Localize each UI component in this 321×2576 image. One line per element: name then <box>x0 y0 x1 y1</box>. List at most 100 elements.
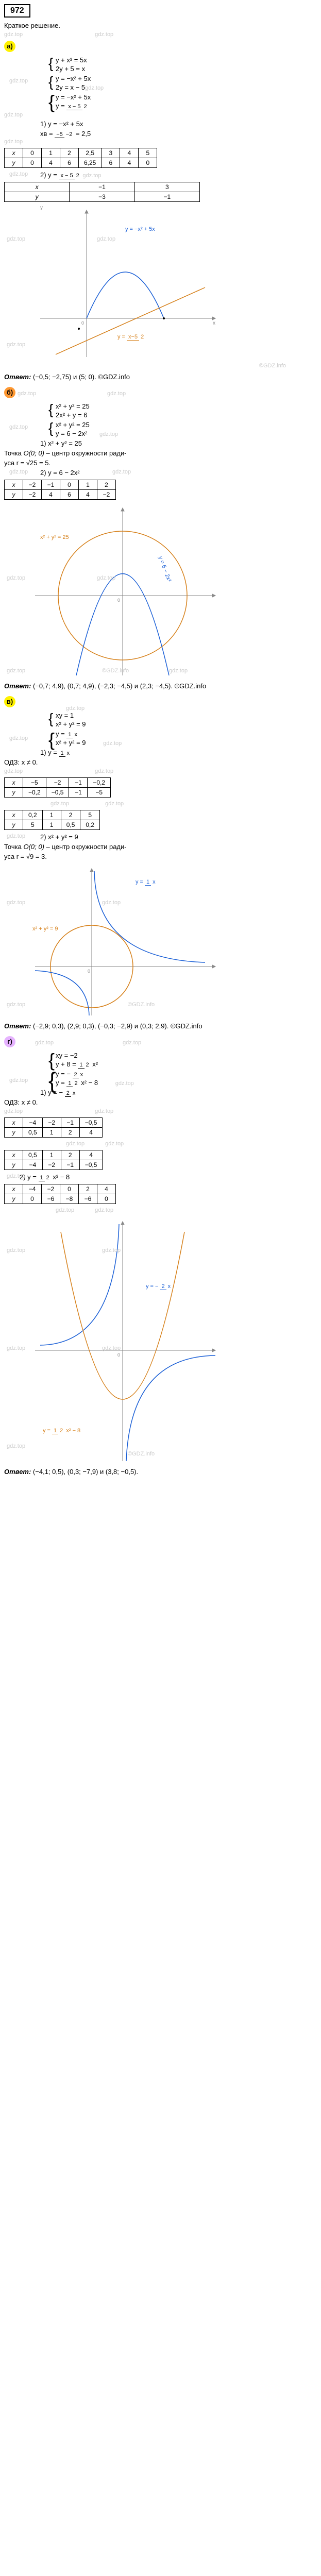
formula-line: x² + y² = 25 <box>56 421 317 429</box>
problem-number: 972 <box>4 4 30 18</box>
formula-line: y + x² = 5x <box>56 56 317 64</box>
watermark: gdz.top <box>7 236 25 242</box>
radius-text-b: уса r = √25 = 5. <box>4 459 317 467</box>
formula-line: xy = −2 <box>56 1052 317 1059</box>
formula-line: y + 8 = 12 x² <box>56 1060 317 1068</box>
watermark: gdz.top <box>9 1077 28 1083</box>
watermark: gdz.top <box>9 469 28 475</box>
svg-text:x² + y² = 25: x² + y² = 25 <box>40 534 69 540</box>
graph-a: y = −x² + 5x y x 0 gdz.top gdz.top y = x… <box>25 205 221 360</box>
table-g1: x−4−2−1−0,5 y0,5124 <box>4 1117 103 1138</box>
watermark: gdz.top <box>56 1207 74 1213</box>
formula-line: 2y + 5 = x <box>56 65 317 73</box>
formula-line: 2y = x − 5gdz.top <box>56 83 317 91</box>
watermark: ©GDZ.info <box>128 1451 155 1457</box>
system-b2: gdz.top { x² + y² = 25 y = 6 − 2x² gdz.t… <box>56 421 317 437</box>
odz-v: ОДЗ: x ≠ 0. <box>4 758 317 766</box>
part-a-marker: а) <box>4 41 15 52</box>
table-b: x−2−1012 y−2464−2 <box>4 480 116 500</box>
svg-text:0: 0 <box>117 1352 120 1358</box>
table-v2: x0,2125 y510,50,2 <box>4 810 100 830</box>
watermark: gdz.top <box>9 735 28 741</box>
watermark: gdz.top <box>82 173 101 179</box>
watermark: gdz.top <box>99 431 118 437</box>
answer-b: Ответ: (−0,7; 4,9), (0,7; 4,9), (−2,3; −… <box>4 682 317 690</box>
watermark: gdz.top <box>169 668 188 674</box>
watermark: gdz.top <box>7 342 25 348</box>
watermark: gdz.top <box>35 1037 54 1048</box>
watermark: gdz.top <box>9 424 28 430</box>
watermark: gdz.top <box>9 171 28 177</box>
formula-line: y = x − 52 <box>56 102 317 110</box>
system-v2: gdz.top { y = 1x x² + y² = 9 gdz.top <box>56 730 317 747</box>
item-a2: gdz.top 2) y = x − 52 gdz.top <box>40 171 317 179</box>
answer-a: Ответ: (−0,5; −2,75) и (5; 0). ©GDZ.info <box>4 373 317 381</box>
item-g2: gdz.top 2) y = 12 x² − 8 <box>20 1173 317 1181</box>
subtitle: Краткое решение. <box>4 22 317 29</box>
formula-line: y = −x² + 5x <box>56 75 317 82</box>
system-g2: gdz.top { y = − 2x y = 12 x² − 8 gdz.top <box>56 1070 317 1087</box>
watermark: gdz.top <box>102 1345 121 1351</box>
system-v1: gdz.top { xy = 1 x² + y² = 9 <box>56 711 317 728</box>
watermark: gdz.top <box>95 768 113 774</box>
watermark: gdz.top <box>7 1443 25 1449</box>
watermark: gdz.top <box>97 236 115 242</box>
graph-g: 0 y = − 2x y = 12 x² − 8 gdz.top gdz.top… <box>25 1216 221 1464</box>
item-a1: 1) y = −x² + 5x <box>40 120 317 128</box>
center-text-v: Точка O(0; 0) – центр окружности ради- <box>4 843 317 851</box>
svg-text:0: 0 <box>117 598 120 603</box>
watermark: gdz.top <box>7 900 25 906</box>
svg-text:x² + y² = 9: x² + y² = 9 <box>32 926 58 932</box>
formula-line: y = 6 − 2x² gdz.top <box>56 430 317 437</box>
watermark: gdz.top <box>112 469 131 475</box>
formula-line: y = − 2x <box>56 1070 317 1078</box>
watermark: gdz.top <box>7 668 25 674</box>
item-v2: gdz.top 2) x² + y² = 9 <box>40 833 317 841</box>
watermark: ©GDZ.info <box>102 668 129 674</box>
item-v1: 1) y = 1x <box>40 749 317 756</box>
watermark: gdz.top <box>102 1247 121 1253</box>
part-v-marker: в) <box>4 696 15 707</box>
graph-v: x² + y² = 9 0 y = 1x gdz.top gdz.top gdz… <box>25 863 221 1018</box>
vertex-a: xв = −5−2 = 2,5 <box>40 130 317 138</box>
svg-text:y: y <box>40 205 43 211</box>
center-text-b: Точка O(0; 0) – центр окружности ради- <box>4 449 317 457</box>
part-g-marker: г) gdz.top gdz.top <box>4 1036 15 1047</box>
formula-line: y = −x² + 5x <box>56 93 317 101</box>
item-g1: 1) y = − 2x <box>40 1089 317 1096</box>
formula-line: 2x² + y = 6 <box>56 411 317 419</box>
svg-text:x: x <box>213 320 215 326</box>
watermark: gdz.top <box>105 1141 124 1147</box>
table-v1: x−5−2−1−0,2 y−0,2−0,5−1−5 <box>4 777 111 798</box>
system-a2: gdz.top { y = −x² + 5x 2y = x − 5gdz.top <box>56 75 317 91</box>
watermark-row: gdz.top gdz.top <box>4 31 317 38</box>
formula-line: xy = 1 <box>56 711 317 719</box>
watermark: gdz.top <box>107 388 126 399</box>
part-b-marker: б) gdz.top gdz.top <box>4 387 15 398</box>
watermark: gdz.top <box>115 1080 134 1087</box>
system-b1: { x² + y² = 25 2x² + y = 6 <box>56 402 317 419</box>
gdz-info: ©GDZ.info <box>4 363 286 369</box>
svg-text:0: 0 <box>88 969 90 974</box>
watermark: gdz.top <box>66 705 85 711</box>
watermark: ©GDZ.info <box>128 1002 155 1008</box>
watermark: gdz.top <box>103 740 122 747</box>
table-a1: x0122,5345 y0466,25640 <box>4 148 157 168</box>
watermark: gdz.top <box>85 85 104 91</box>
watermark: gdz.top <box>18 388 36 399</box>
svg-text:0: 0 <box>81 320 84 326</box>
watermark: gdz.top <box>97 575 115 581</box>
watermark: gdz.top <box>102 900 121 906</box>
formula-line: x² + y² = 9 <box>56 720 317 728</box>
watermark: gdz.top <box>105 801 124 807</box>
watermark: gdz.top <box>4 768 23 774</box>
watermark: gdz.top <box>7 575 25 581</box>
system-g1: { xy = −2 y + 8 = 12 x² <box>56 1052 317 1068</box>
graph-b: x² + y² = 25 y = 6 − 2x² 0 gdz.top gdz.t… <box>25 503 221 678</box>
formula-line: y = 12 x² − 8 gdz.top <box>56 1079 317 1087</box>
table-g3: x−4−2024 y0−6−8−60 <box>4 1184 116 1204</box>
svg-text:y = −x² + 5x: y = −x² + 5x <box>125 226 155 232</box>
svg-text:y = 6 − 2x²: y = 6 − 2x² <box>157 555 172 583</box>
formula-line: x² + y² = 25 <box>56 402 317 410</box>
answer-v: Ответ: (−2,9; 0,3), (2,9; 0,3), (−0,3; −… <box>4 1022 317 1030</box>
